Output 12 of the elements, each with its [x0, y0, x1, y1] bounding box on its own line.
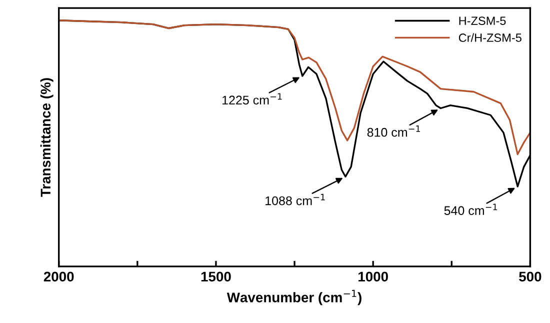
y-axis-title: Transmittance (%) — [40, 78, 54, 197]
x-axis-title: Wavenumber (cm$^{−1}$) — [226, 290, 362, 306]
annotation: 810 cm$^{−1}$ — [367, 125, 420, 137]
annotation: 1088 cm$^{−1}$ — [266, 194, 325, 206]
annotation: 1225 cm$^{−1}$ — [222, 93, 282, 105]
annotation: 540 cm$^{−1}$ — [444, 204, 498, 216]
x-tick-label: 2000 — [44, 272, 74, 282]
legend-label: Cr/H-ZSM-5 — [458, 33, 522, 42]
x-tick-label: 1500 — [201, 272, 231, 282]
x-tick-label: 500 — [519, 272, 542, 282]
legend-label: H-ZSM-5 — [459, 16, 506, 26]
x-tick-label: 1000 — [358, 272, 388, 282]
